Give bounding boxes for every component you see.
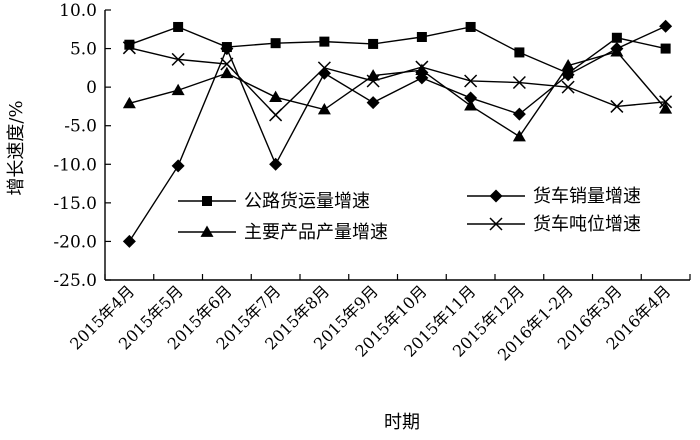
series-line — [128, 25, 666, 242]
series-layer — [122, 19, 673, 248]
legend-entry: 主要产品产量增速 — [178, 222, 388, 243]
data-point — [610, 45, 624, 57]
data-point — [659, 95, 673, 109]
x-marker-stroke — [512, 75, 526, 90]
data-point — [317, 66, 331, 80]
data-point — [659, 102, 673, 114]
x-marker-stroke — [561, 80, 575, 94]
data-point — [512, 130, 526, 142]
x-marker-stroke — [269, 108, 283, 122]
series-diamond — [122, 19, 673, 248]
data-point — [464, 91, 478, 105]
data-point — [270, 38, 281, 49]
y-tick-label: -25.0 — [53, 271, 97, 291]
data-point — [122, 234, 136, 248]
legend-marker — [200, 225, 214, 237]
data-point — [269, 108, 283, 122]
legend-entry: 公路货运量增速 — [178, 191, 370, 212]
data-point — [561, 80, 575, 94]
series-square — [124, 21, 671, 79]
data-point — [173, 21, 184, 32]
data-point — [416, 32, 427, 42]
legend-label: 主要产品产量增速 — [244, 222, 388, 243]
y-tick-label: -15.0 — [53, 194, 97, 214]
x-marker-stroke — [415, 60, 429, 74]
data-point — [171, 159, 185, 173]
legend-label: 货车吨位增速 — [533, 214, 641, 235]
data-point — [122, 41, 136, 55]
data-point — [465, 21, 476, 32]
data-point — [660, 43, 671, 54]
x-marker-stroke — [659, 95, 673, 109]
chart-axes — [104, 10, 690, 281]
series-line — [129, 50, 667, 138]
x-marker-stroke — [171, 52, 185, 66]
data-point — [122, 96, 136, 109]
data-point — [269, 90, 283, 103]
data-point — [415, 60, 429, 74]
legend-entry: 货车吨位增速 — [467, 214, 641, 235]
y-tick-label: -10.0 — [53, 155, 97, 175]
data-point — [366, 96, 380, 110]
series-triangle — [122, 45, 673, 142]
data-point — [659, 19, 673, 33]
x-marker-stroke — [317, 61, 331, 75]
data-point — [220, 66, 234, 79]
legend-marker — [489, 217, 503, 231]
x-marker-stroke — [122, 41, 136, 55]
data-point — [319, 36, 330, 47]
series-line — [129, 47, 666, 116]
legend-entry: 货车销量增速 — [467, 186, 641, 207]
legend-label: 货车销量增速 — [533, 186, 641, 207]
y-tick-label: 0 — [86, 78, 97, 98]
y-tick-label: 5.0 — [70, 40, 97, 60]
data-point — [220, 42, 234, 56]
y-axis-title: 增长速度/% — [6, 100, 27, 195]
x-marker-stroke — [220, 57, 234, 71]
data-point — [561, 59, 575, 71]
data-point — [512, 107, 526, 121]
x-marker-stroke — [464, 74, 478, 88]
data-point — [269, 157, 283, 171]
data-point — [171, 83, 185, 96]
data-point — [368, 38, 379, 49]
x-axis-title: 时期 — [384, 412, 420, 433]
data-point — [317, 61, 331, 75]
data-point — [317, 103, 331, 115]
legend-label: 公路货运量增速 — [244, 191, 370, 212]
y-axis-ticks: 10.0 5.0 0 -5.0 -10.0 -15.0 -20.0 -25.0 — [53, 1, 111, 291]
series-line — [129, 26, 666, 75]
data-point — [464, 74, 478, 88]
data-point — [464, 99, 478, 111]
data-point — [512, 75, 526, 90]
legend-marker — [202, 196, 212, 206]
x-axis-ticks: 2015年4月2015年5月2015年6月2015年7月2015年8月2015年… — [66, 274, 691, 364]
data-point — [171, 52, 185, 66]
data-point — [514, 47, 525, 58]
data-point — [610, 99, 624, 113]
data-point — [220, 57, 234, 71]
data-point — [415, 63, 429, 76]
y-tick-label: -5.0 — [64, 117, 97, 137]
x-marker-stroke — [366, 74, 380, 88]
data-point — [611, 32, 622, 43]
x-marker-stroke — [610, 99, 624, 113]
data-point — [561, 68, 575, 82]
legend-marker — [489, 189, 503, 203]
series-x — [122, 41, 673, 122]
data-point — [124, 39, 135, 50]
y-tick-label: 10.0 — [59, 1, 97, 21]
y-tick-label: -20.0 — [53, 232, 97, 252]
data-point — [366, 74, 380, 88]
x-marker-stroke — [489, 217, 503, 231]
